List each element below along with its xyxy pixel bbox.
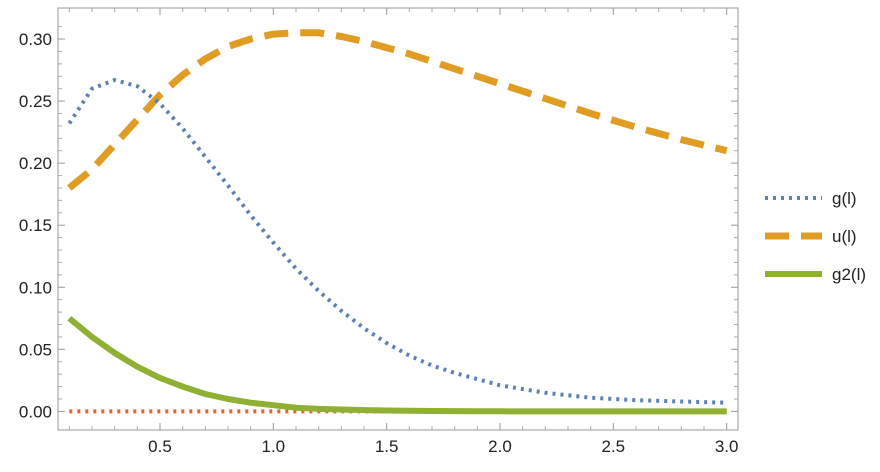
y-tick-label: 0.15 — [19, 216, 52, 235]
y-axis-ticks: 0.00 0.05 0.10 0.15 0.20 0.25 0.30 — [19, 26, 738, 421]
y-tick-label: 0.25 — [19, 92, 52, 111]
y-tick-label: 0.00 — [19, 402, 52, 421]
y-tick-label: 0.20 — [19, 154, 52, 173]
plot-frame — [57, 7, 739, 431]
y-tick-label: 0.10 — [19, 278, 52, 297]
y-tick-label: 0.30 — [19, 30, 52, 49]
x-tick-label: 1.5 — [375, 437, 399, 456]
x-tick-label: 2.0 — [488, 437, 512, 456]
x-tick-label: 3.0 — [715, 437, 739, 456]
x-tick-label: 1.0 — [262, 437, 286, 456]
legend-label: g2(l) — [832, 265, 866, 284]
series-line-gl — [67, 78, 727, 405]
x-axis-ticks: 0.5 1.0 1.5 2.0 2.5 3.0 — [68, 8, 739, 456]
series-layer — [67, 29, 728, 415]
legend: g(l) u(l) g2(l) — [765, 189, 866, 284]
legend-label: g(l) — [832, 189, 857, 208]
legend-label: u(l) — [832, 227, 857, 246]
y-tick-label: 0.05 — [19, 340, 52, 359]
series-line-ul — [67, 29, 728, 191]
series-line-g2l — [67, 315, 727, 415]
x-tick-label: 2.5 — [602, 437, 626, 456]
x-tick-label: 0.5 — [148, 437, 172, 456]
